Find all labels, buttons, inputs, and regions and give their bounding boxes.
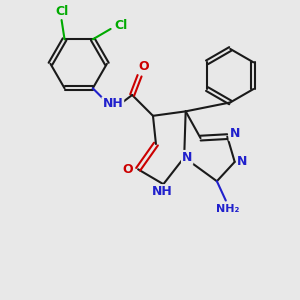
Text: O: O — [122, 163, 133, 176]
Text: N: N — [182, 151, 192, 164]
Text: NH: NH — [152, 185, 172, 198]
Text: Cl: Cl — [55, 4, 68, 18]
Text: Cl: Cl — [114, 20, 128, 32]
Text: NH₂: NH₂ — [216, 204, 239, 214]
Text: N: N — [230, 127, 240, 140]
Text: N: N — [237, 155, 247, 168]
Text: NH: NH — [103, 98, 123, 110]
Text: O: O — [138, 60, 149, 73]
